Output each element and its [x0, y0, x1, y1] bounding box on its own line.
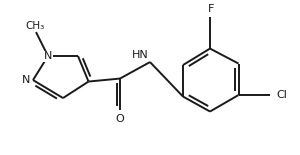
Text: Cl: Cl	[276, 90, 287, 100]
Text: HN: HN	[132, 50, 148, 60]
Text: N: N	[44, 51, 52, 61]
Text: O: O	[116, 114, 124, 124]
Text: F: F	[208, 4, 215, 14]
Text: N: N	[22, 75, 30, 85]
Text: CH₃: CH₃	[25, 21, 44, 31]
